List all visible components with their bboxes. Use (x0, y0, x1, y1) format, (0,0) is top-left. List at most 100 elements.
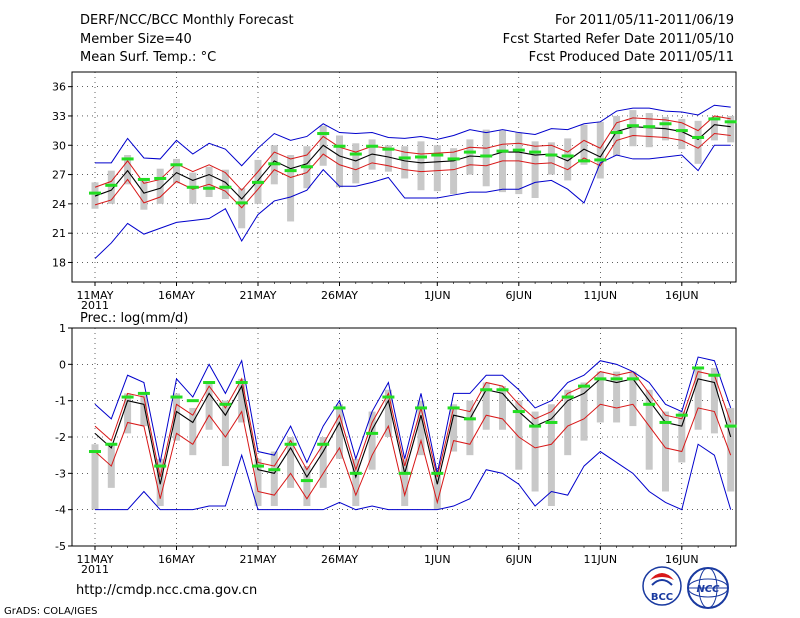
climate-marker (300, 165, 313, 169)
spread-box (694, 120, 702, 164)
x-tick-label: 16JUN (665, 553, 699, 566)
climate-marker (529, 150, 542, 154)
climate-marker (284, 169, 297, 173)
y-tick-label: 1 (59, 322, 66, 335)
spread-box (678, 118, 686, 150)
climate-marker (366, 144, 379, 148)
x-tick-label: 11JUN (584, 553, 618, 566)
spread-box (173, 393, 180, 441)
climate-marker (610, 131, 623, 135)
header-started-date: Fcst Started Refer Date 2011/05/10 (503, 32, 734, 47)
spread-box (401, 458, 409, 507)
x-tick-label: 26MAY (321, 289, 358, 302)
spread-box (662, 411, 669, 492)
climate-marker (545, 153, 558, 157)
spread-box (645, 113, 653, 148)
climate-marker (463, 417, 476, 421)
climate-marker (170, 163, 183, 167)
mean-line (94, 124, 731, 200)
climate-marker (545, 420, 558, 424)
y-tick-label: -3 (55, 467, 66, 480)
y-tick-label: 36 (52, 81, 66, 94)
spread-box (156, 168, 164, 204)
x-tick-label: 6JUN (506, 289, 533, 302)
climate-marker (659, 122, 672, 126)
climate-marker (415, 155, 427, 159)
spread-box (727, 407, 735, 492)
climate-marker (512, 410, 525, 414)
spread-box (727, 115, 735, 143)
temperature-panel: 18 21 24 27 30 33 36 11MAY 16MAY 21MAY 26MAY 1JUN 6J… (52, 71, 737, 312)
climate-marker (447, 157, 460, 161)
y-tick-label: 33 (52, 110, 66, 123)
y-tick-label: 30 (52, 139, 66, 152)
range-line (95, 104, 731, 167)
spread-box (531, 141, 539, 198)
climate-marker (463, 150, 476, 154)
climate-marker (252, 180, 264, 184)
spread-box (91, 444, 99, 510)
climate-marker (708, 373, 721, 377)
mean-line (94, 378, 732, 485)
spread-box (352, 143, 360, 184)
climate-marker (659, 420, 672, 424)
climate-marker (382, 395, 395, 399)
y-tick-label: -1 (55, 395, 66, 408)
climate-marker (724, 424, 737, 428)
spread-box (303, 466, 311, 507)
range-line (95, 443, 732, 511)
spread-box (710, 367, 718, 434)
plot-frame (71, 327, 737, 547)
spread-box (515, 132, 523, 195)
spread-box (450, 404, 458, 452)
climate-marker (447, 406, 460, 410)
climate-marker (496, 149, 509, 153)
x-tick-label: 11MAY (77, 553, 114, 566)
spread-box (287, 437, 295, 488)
climate-marker (186, 399, 199, 403)
spread-box (433, 145, 441, 192)
climate-marker (268, 468, 281, 472)
spread-box (596, 121, 604, 179)
footer-url[interactable]: http://cmdp.ncc.cma.gov.cn (76, 583, 257, 598)
climate-marker (105, 183, 118, 187)
spread-box (629, 110, 637, 147)
x-tick-label: 6JUN (506, 553, 533, 566)
spread-box (499, 386, 506, 430)
climate-marker (349, 471, 362, 475)
climate-marker (333, 144, 346, 148)
x-tick-label: 21MAY (240, 553, 277, 566)
spread-box (466, 400, 474, 456)
climate-marker (512, 148, 525, 152)
spread-box (368, 411, 376, 470)
climate-marker (154, 464, 167, 468)
spread-box (547, 404, 555, 507)
climate-marker (496, 388, 509, 392)
spread-box (124, 155, 132, 185)
spread-box (580, 124, 588, 165)
x-tick-label: 16JUN (665, 289, 699, 302)
climate-marker (643, 402, 656, 406)
climate-marker (203, 186, 216, 190)
spread-box (564, 138, 572, 181)
spread-box (221, 400, 229, 467)
climate-marker (89, 191, 101, 195)
y-tick-label: 18 (52, 256, 66, 269)
climate-marker (317, 442, 330, 446)
climate-marker (692, 366, 705, 370)
spread-box (140, 178, 148, 210)
climate-marker (219, 185, 232, 189)
climate-marker (382, 147, 395, 151)
x-year-label: 2011 (81, 563, 109, 576)
spread-box (319, 437, 327, 488)
climate-marker (203, 381, 216, 384)
climate-marker (578, 159, 590, 163)
std-line (94, 403, 732, 505)
precip-panel-title: Prec.: log(mm/d) (80, 311, 188, 326)
climate-marker (121, 395, 134, 399)
spread-box (678, 411, 686, 463)
header-period: For 2011/05/11-2011/06/19 (555, 13, 734, 28)
climate-marker (724, 120, 737, 124)
climate-marker (692, 135, 705, 139)
